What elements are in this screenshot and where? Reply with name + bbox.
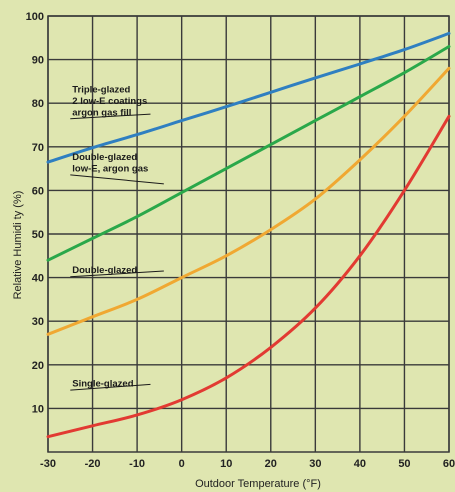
y-tick-label: 40 bbox=[32, 273, 44, 285]
x-tick-label: -20 bbox=[85, 458, 101, 470]
y-tick-label: 80 bbox=[32, 98, 44, 110]
x-tick-label: 0 bbox=[179, 458, 185, 470]
x-tick-label: -10 bbox=[129, 458, 145, 470]
y-axis-title: Relative Humidi ty (%) bbox=[12, 191, 24, 300]
series-line-3 bbox=[46, 66, 451, 336]
annotation-leader bbox=[70, 270, 164, 278]
series-line-2 bbox=[46, 45, 451, 262]
series-line-1 bbox=[46, 31, 451, 164]
annotation-label: Single-glazed bbox=[72, 379, 133, 390]
x-tick-label: 40 bbox=[354, 458, 366, 470]
x-tick-label: 60 bbox=[443, 458, 455, 470]
x-tick-label: 30 bbox=[309, 458, 321, 470]
y-tick-label: 60 bbox=[32, 185, 44, 197]
x-tick-labels: -30 -20 -10 0 10 20 30 40 50 60 bbox=[40, 458, 455, 470]
y-tick-labels: 10 20 30 40 50 60 70 80 90 100 bbox=[26, 11, 44, 415]
annotation-leader bbox=[70, 174, 164, 185]
x-tick-label: -30 bbox=[40, 458, 56, 470]
x-tick-label: 10 bbox=[220, 458, 232, 470]
x-axis-title: Outdoor Temperature (°F) bbox=[195, 478, 321, 490]
y-tick-label: 70 bbox=[32, 142, 44, 154]
annotation-label: argon gas fill bbox=[72, 107, 131, 118]
annotation-leader bbox=[70, 113, 151, 120]
annotation-leader bbox=[70, 383, 151, 391]
annotation-label: Double-glazed bbox=[72, 152, 137, 163]
annotation-label: 2 low-E coatings bbox=[72, 96, 147, 107]
y-tick-label: 20 bbox=[32, 360, 44, 372]
x-tick-label: 20 bbox=[265, 458, 277, 470]
y-tick-label: 10 bbox=[32, 403, 44, 415]
y-tick-label: 100 bbox=[26, 11, 44, 23]
annotation-label: Triple-glazed bbox=[72, 84, 130, 95]
y-tick-label: 90 bbox=[32, 55, 44, 67]
y-tick-label: 30 bbox=[32, 316, 44, 328]
annotation-label: Double-glazed bbox=[72, 265, 137, 276]
series-lines bbox=[46, 31, 451, 439]
x-tick-label: 50 bbox=[398, 458, 410, 470]
annotation-label: low-E, argon gas bbox=[72, 163, 148, 174]
y-tick-label: 50 bbox=[32, 229, 44, 241]
series-line-4 bbox=[46, 114, 451, 439]
